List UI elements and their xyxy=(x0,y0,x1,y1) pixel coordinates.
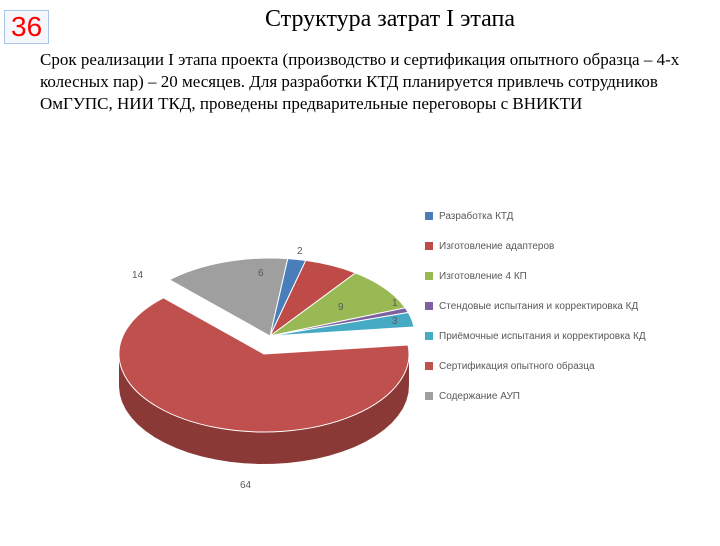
legend-swatch xyxy=(425,332,433,340)
legend-swatch xyxy=(425,272,433,280)
legend-item: Стендовые испытания и корректировка КД xyxy=(425,301,715,313)
legend-swatch xyxy=(425,212,433,220)
body-text: Срок реализации I этапа проекта (произво… xyxy=(40,49,680,115)
page-number: 36 xyxy=(4,10,49,44)
page-title: Структура затрат I этапа xyxy=(60,6,720,33)
data-label: 14 xyxy=(132,270,143,281)
data-label: 6 xyxy=(258,268,264,279)
legend-swatch xyxy=(425,242,433,250)
legend-label: Стендовые испытания и корректировка КД xyxy=(439,301,638,313)
legend-label: Сертификация опытного образца xyxy=(439,361,595,373)
data-label: 2 xyxy=(297,246,303,257)
legend-label: Содержание АУП xyxy=(439,391,520,403)
legend-item: Содержание АУП xyxy=(425,391,715,403)
data-label: 1 xyxy=(392,298,398,309)
legend-label: Изготовление адаптеров xyxy=(439,241,554,253)
legend-item: Изготовление 4 КП xyxy=(425,271,715,283)
chart-legend: Разработка КТД Изготовление адаптеров Изго… xyxy=(425,211,715,421)
data-label: 3 xyxy=(392,316,398,327)
legend-item: Приёмочные испытания и корректировка КД xyxy=(425,331,715,343)
legend-swatch xyxy=(425,362,433,370)
legend-swatch xyxy=(425,392,433,400)
legend-item: Изготовление адаптеров xyxy=(425,241,715,253)
legend-swatch xyxy=(425,302,433,310)
legend-label: Приёмочные испытания и корректировка КД xyxy=(439,331,646,343)
data-label: 64 xyxy=(240,480,251,491)
legend-item: Сертификация опытного образца xyxy=(425,361,715,373)
legend-item: Разработка КТД xyxy=(425,211,715,223)
legend-label: Разработка КТД xyxy=(439,211,513,223)
legend-label: Изготовление 4 КП xyxy=(439,271,527,283)
data-label: 9 xyxy=(338,302,344,313)
